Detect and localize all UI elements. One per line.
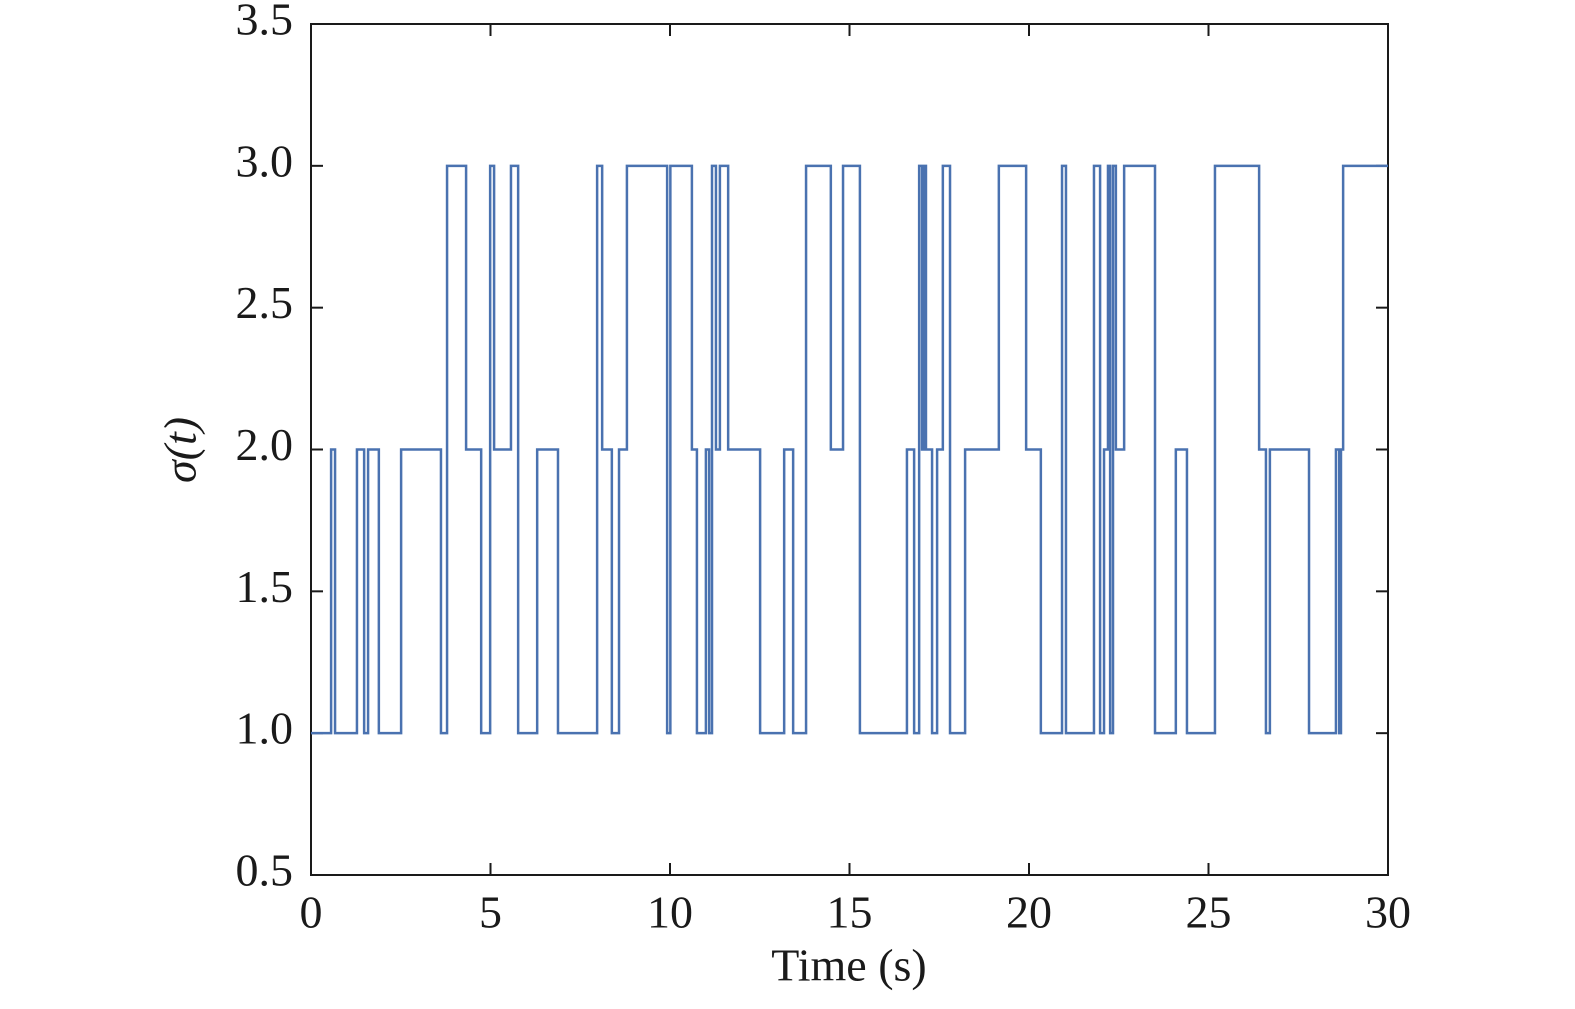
x-axis-label: Time (s) <box>771 940 927 991</box>
y-tick-label: 2.0 <box>236 419 294 470</box>
y-tick-label: 2.5 <box>236 277 294 328</box>
y-axis-label: σ(t) <box>155 417 206 483</box>
y-tick-label: 3.5 <box>236 0 294 45</box>
y-tick-label: 3.0 <box>236 135 294 186</box>
x-tick-label: 10 <box>647 887 693 938</box>
x-tick-label: 15 <box>827 887 873 938</box>
y-tick-label: 1.0 <box>236 703 294 754</box>
step-line <box>311 164 1388 735</box>
x-tick-label: 30 <box>1365 887 1411 938</box>
x-tick-label: 20 <box>1006 887 1052 938</box>
x-tick-label: 0 <box>300 887 323 938</box>
y-tick-label: 0.5 <box>236 845 294 896</box>
x-tick-label: 25 <box>1186 887 1232 938</box>
y-tick-label: 1.5 <box>236 561 294 612</box>
x-tick-label: 5 <box>479 887 502 938</box>
